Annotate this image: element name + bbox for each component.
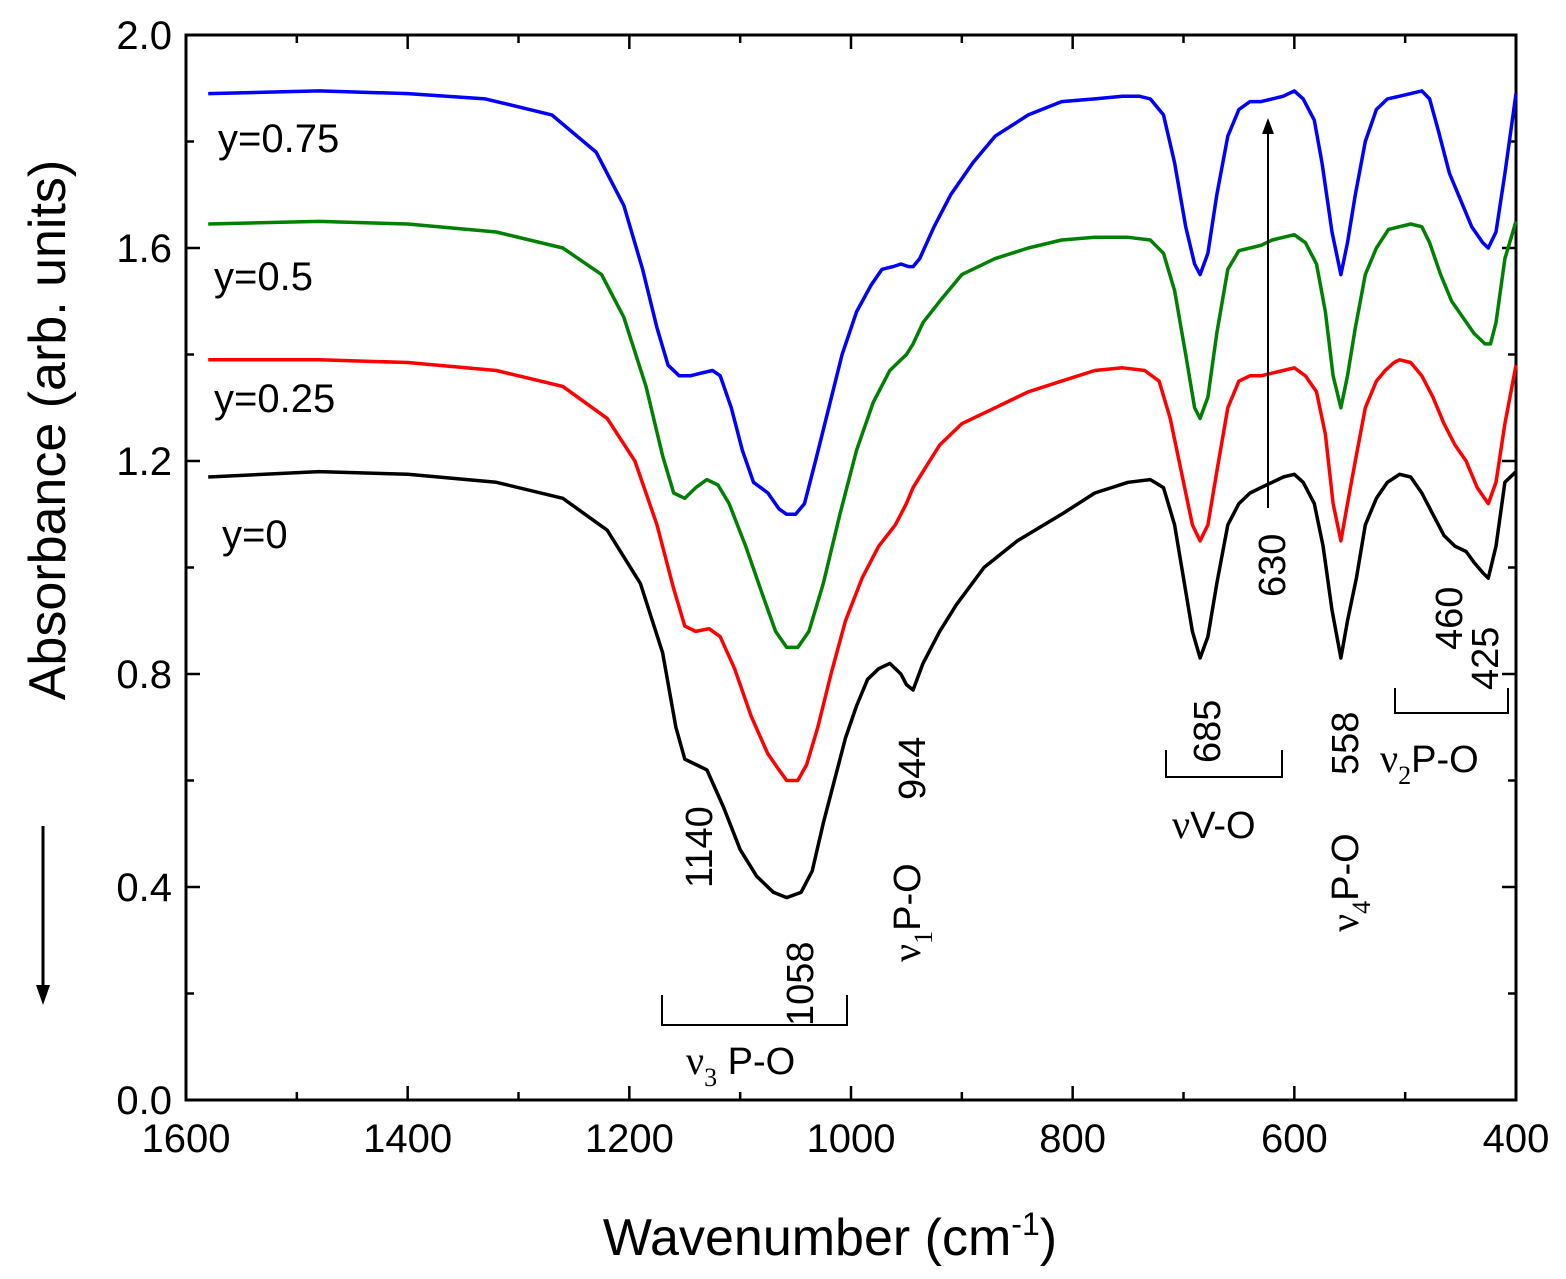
x-axis-title-close: ) (1040, 1209, 1057, 1267)
series-line-y025 (208, 358, 1518, 783)
v4-sub: 4 (1347, 901, 1376, 914)
band-label-v-vo: νV-O (1172, 802, 1256, 847)
plot-frame (184, 33, 1518, 1102)
series-label-y075: y=0.75 (218, 117, 339, 161)
peak-label-1058: 1058 (780, 941, 822, 1026)
v2-nu: ν (1380, 736, 1398, 781)
y-axis-title: Absorbance (arb. units) (19, 160, 77, 701)
x-tick-label: 1400 (363, 1117, 452, 1161)
v4-nu: ν (1322, 914, 1367, 932)
x-tick-label: 600 (1261, 1117, 1328, 1161)
x-axis-title-main: Wavenumber (cm (603, 1209, 1011, 1267)
x-tick-label: 1200 (585, 1117, 674, 1161)
peak-label-425: 425 (1465, 627, 1507, 690)
peak-label-1140: 1140 (679, 806, 721, 888)
bracket-v2 (1394, 688, 1509, 714)
y-axis-down-arrow (36, 826, 50, 1005)
x-axis-title: Wavenumber (cm-1) (603, 1206, 1057, 1267)
series-line-y05 (208, 219, 1518, 650)
arrow-630 (1262, 118, 1274, 508)
y-tick-label: 0.4 (116, 866, 172, 910)
bracket-v3 (661, 995, 848, 1026)
v2-text: P-O (1411, 739, 1479, 781)
peak-label-685: 685 (1187, 700, 1229, 763)
vvo-nu: ν (1172, 802, 1190, 847)
y-tick-label: 0.8 (116, 653, 172, 697)
v1-sub: 1 (909, 931, 938, 944)
x-tick-label: 1000 (807, 1117, 896, 1161)
v3-sub: 3 (704, 1063, 717, 1092)
v1-nu: ν (884, 944, 929, 962)
band-label-v1-po: ν1P-O (884, 863, 938, 962)
series-label-y05: y=0.5 (214, 255, 313, 299)
peak-label-944: 944 (892, 737, 934, 800)
peak-label-558: 558 (1325, 712, 1367, 775)
x-tick-label: 800 (1039, 1117, 1106, 1161)
peak-label-460: 460 (1429, 587, 1471, 650)
band-label-v2-po: ν2P-O (1380, 736, 1479, 790)
y-tick-labels: 0.0 0.4 0.8 1.2 1.6 2.0 (116, 14, 172, 1123)
y-tick-label: 1.2 (116, 440, 172, 484)
x-tick-label: 400 (1483, 1117, 1550, 1161)
peak-label-630: 630 (1252, 534, 1294, 597)
y-tick-label: 2.0 (116, 14, 172, 58)
bracket-vVO (1165, 750, 1283, 778)
v2-sub: 2 (1398, 761, 1411, 790)
v3-text: P-O (717, 1041, 795, 1083)
band-label-v3-po: ν3 P-O (686, 1038, 795, 1092)
v1-text: P-O (887, 863, 929, 931)
series-line-y075 (208, 89, 1518, 517)
band-label-v4-po: ν4P-O (1322, 833, 1376, 932)
series-line-y0 (208, 469, 1518, 900)
y-tick-label: 1.6 (116, 227, 172, 271)
axis-ticks (184, 33, 1518, 1102)
v4-text: P-O (1325, 833, 1367, 901)
x-tick-label: 1600 (142, 1117, 231, 1161)
y-tick-label: 0.0 (116, 1079, 172, 1123)
x-tick-labels: 1600 1400 1200 1000 800 600 400 (142, 1117, 1550, 1161)
series-label-y025: y=0.25 (214, 377, 335, 421)
x-axis-title-sup: -1 (1011, 1206, 1039, 1242)
series-label-y0: y=0 (222, 513, 288, 557)
vvo-text: V-O (1190, 805, 1255, 847)
series-lines (208, 89, 1518, 900)
v3-nu: ν (686, 1038, 704, 1083)
